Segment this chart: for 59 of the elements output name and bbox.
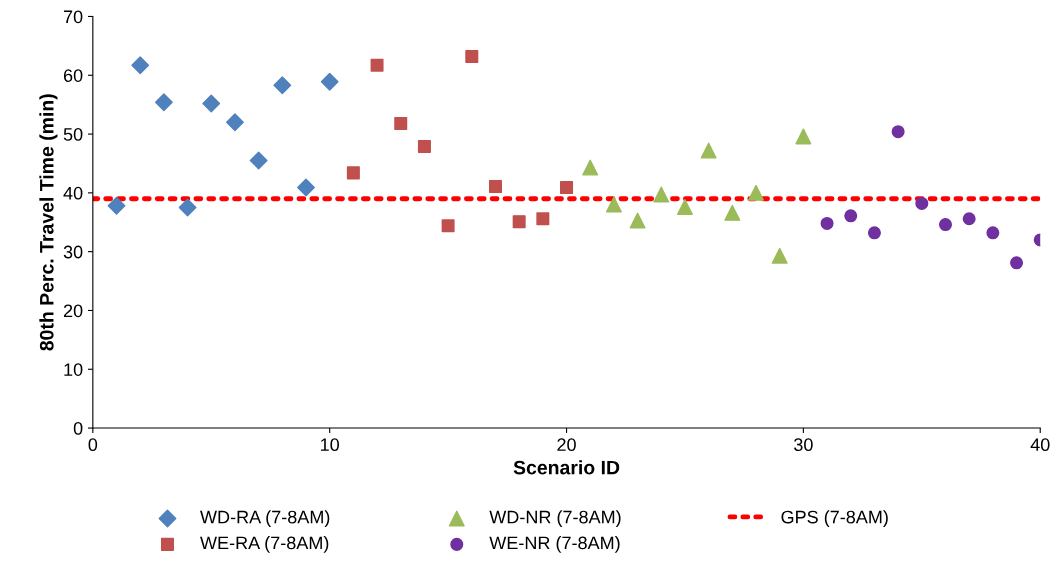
- point: [629, 212, 646, 229]
- point: [867, 226, 881, 240]
- point: [676, 198, 693, 215]
- x-tick-label: 10: [321, 438, 340, 452]
- point: [915, 196, 929, 210]
- point: [748, 184, 764, 201]
- point: [582, 159, 599, 176]
- point: [820, 216, 834, 230]
- point: [653, 186, 670, 203]
- point: [370, 58, 384, 72]
- y-tick-label: 20: [63, 304, 83, 318]
- point: [226, 113, 244, 132]
- point: [131, 56, 150, 75]
- point: [605, 196, 622, 213]
- point: [700, 142, 717, 159]
- legend-label: WE-RA (7-8AM): [200, 536, 329, 553]
- point: [417, 139, 431, 153]
- x-tick-label: 0: [88, 438, 98, 452]
- y-tick-label: 40: [63, 186, 83, 200]
- point: [724, 204, 741, 221]
- y-tick-label: 50: [63, 128, 83, 141]
- point: [771, 247, 788, 264]
- point: [488, 179, 502, 193]
- legend-label: WD-RA (7-8AM): [200, 510, 330, 527]
- point: [320, 72, 339, 91]
- legend-label: WE-NR (7-8AM): [489, 536, 620, 553]
- legend-label: GPS (7-8AM): [781, 510, 888, 527]
- point: [202, 94, 221, 113]
- y-tick-label: 0: [73, 422, 83, 435]
- point: [465, 49, 479, 63]
- y-tick-label: 30: [63, 245, 83, 259]
- x-tick-label: 20: [557, 438, 576, 452]
- y-tick-label: 10: [64, 363, 83, 376]
- point: [844, 209, 858, 223]
- x-tick-label: 30: [794, 438, 813, 452]
- point: [249, 151, 268, 170]
- point: [536, 212, 550, 226]
- y-tick-label: 70: [63, 10, 83, 24]
- point: [107, 196, 126, 215]
- point: [297, 178, 315, 197]
- point: [962, 212, 976, 226]
- point: [346, 166, 360, 180]
- point: [394, 116, 408, 130]
- point: [1010, 256, 1024, 270]
- point: [986, 226, 1000, 240]
- y-axis-title: 80th Perc. Travel Time (min): [39, 94, 58, 351]
- point: [273, 76, 292, 95]
- x-axis-title: Scenario ID: [513, 460, 620, 475]
- point: [512, 215, 526, 229]
- legend-label: WD-NR (7-8AM): [489, 510, 621, 527]
- point: [441, 219, 455, 233]
- point: [178, 198, 197, 217]
- point: [154, 93, 173, 112]
- point: [891, 125, 905, 139]
- x-tick-label: 40: [1030, 438, 1050, 452]
- point: [795, 128, 812, 145]
- y-tick-label: 60: [63, 69, 83, 82]
- point: [560, 181, 574, 195]
- point: [938, 218, 952, 232]
